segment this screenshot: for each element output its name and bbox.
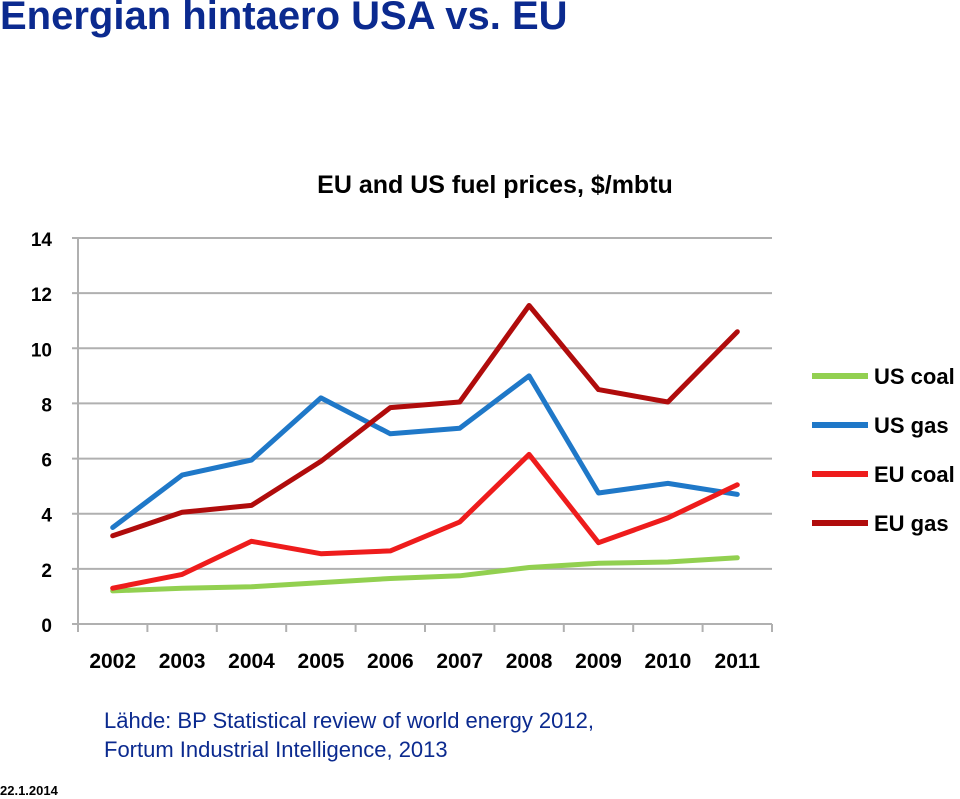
slide-title: Energian hintaero USA vs. EU <box>0 0 568 38</box>
x-tick-label: 2006 <box>367 650 414 673</box>
x-tick-label: 2009 <box>575 650 622 673</box>
x-tick-label: 2004 <box>228 650 275 673</box>
x-tick-label: 2003 <box>159 650 206 673</box>
y-tick-label: 4 <box>41 506 52 527</box>
y-tick-label: 8 <box>41 395 52 416</box>
y-tick-label: 0 <box>41 616 52 637</box>
chart-title: EU and US fuel prices, $/mbtu <box>317 171 673 199</box>
y-tick-label: 14 <box>31 230 53 251</box>
x-tick-label: 2008 <box>506 650 553 673</box>
series-lines <box>110 303 740 594</box>
y-tick-label: 10 <box>31 340 52 361</box>
x-tick-label: 2005 <box>298 650 345 673</box>
x-tick-label: 2010 <box>645 650 692 673</box>
source-line-1: Lähde: BP Statistical review of world en… <box>104 708 594 733</box>
series-line-us-coal <box>110 555 740 594</box>
y-axis-ticks: 0 2 4 6 8 10 12 14 <box>31 230 53 637</box>
legend-label: EU gas <box>874 511 949 536</box>
source-line-2: Fortum Industrial Intelligence, 2013 <box>104 737 448 762</box>
x-axis-ticks: 2002 2003 2004 2005 2006 2007 2008 2009 2010 2011 <box>77 624 773 673</box>
y-tick-label: 12 <box>31 285 52 306</box>
slide-date: 22.1.2014 <box>0 783 58 798</box>
y-tick-label: 6 <box>41 451 52 472</box>
legend: US coal US gas EU coal EU gas <box>812 364 955 536</box>
legend-label: EU coal <box>874 462 955 487</box>
x-tick-label: 2007 <box>436 650 483 673</box>
fuel-price-chart: EU and US fuel prices, $/mbtu 0 2 4 6 8 10 12 1… <box>31 171 955 673</box>
legend-label: US coal <box>874 364 955 389</box>
x-tick-label: 2011 <box>715 650 761 673</box>
y-tick-label: 2 <box>41 561 52 582</box>
legend-label: US gas <box>874 413 949 438</box>
x-tick-label: 2002 <box>89 650 136 673</box>
series-line-eu-gas <box>110 303 740 539</box>
series-line-eu-coal <box>110 451 740 591</box>
series-line-us-gas <box>110 373 740 530</box>
source-note: Lähde: BP Statistical review of world en… <box>104 706 594 764</box>
